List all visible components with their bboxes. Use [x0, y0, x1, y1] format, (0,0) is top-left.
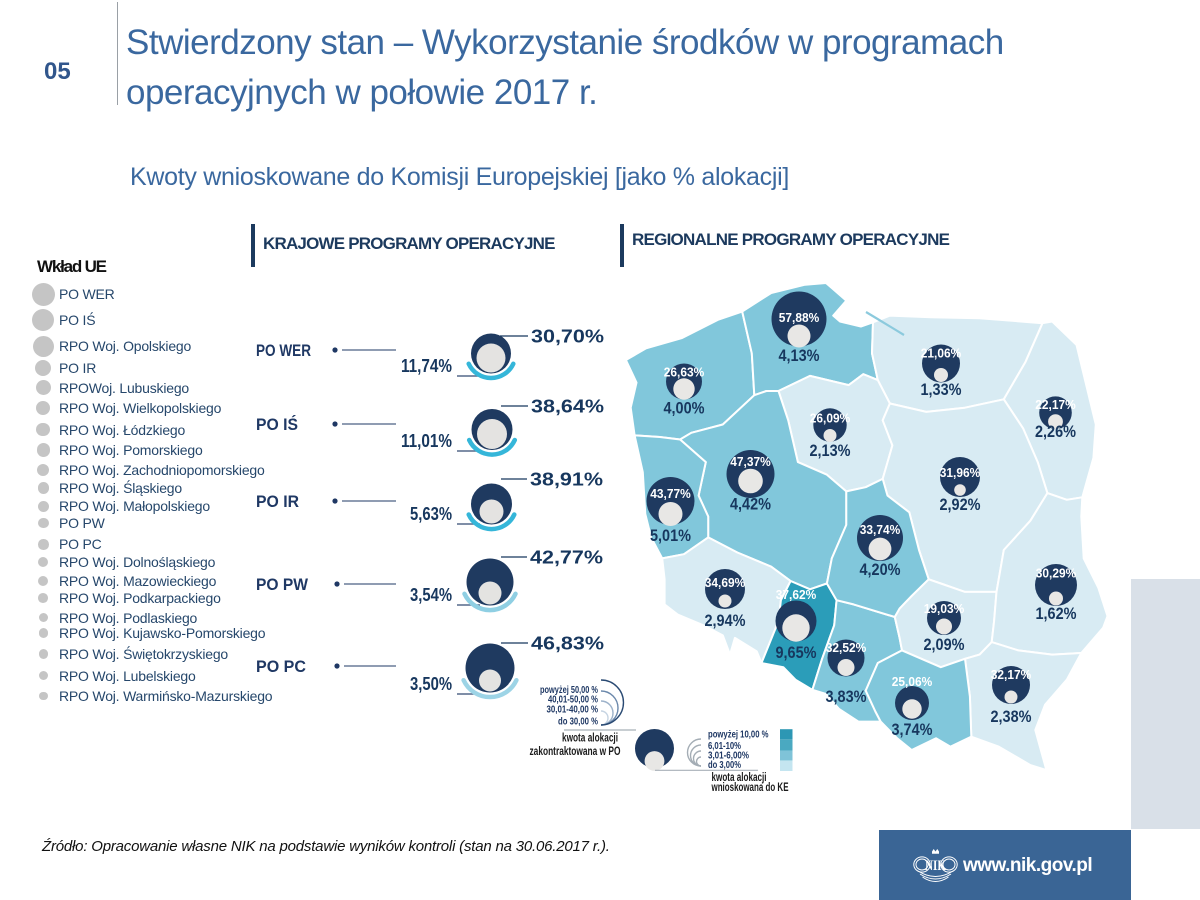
svg-text:2,92%: 2,92%: [940, 496, 981, 514]
svg-text:11,01%: 11,01%: [401, 430, 452, 451]
svg-text:40,01-50,00 %: 40,01-50,00 %: [548, 694, 598, 705]
svg-text:NIK: NIK: [925, 858, 946, 874]
svg-text:2,38%: 2,38%: [991, 708, 1032, 726]
svg-text:4,20%: 4,20%: [860, 561, 901, 579]
svg-text:38,64%: 38,64%: [531, 396, 604, 417]
svg-text:42,77%: 42,77%: [530, 547, 603, 568]
svg-text:2,94%: 2,94%: [705, 612, 746, 630]
svg-text:6,01-10%: 6,01-10%: [708, 741, 741, 752]
svg-text:22,17%: 22,17%: [1035, 397, 1076, 412]
svg-text:19,03%: 19,03%: [924, 601, 965, 616]
svg-text:37,62%: 37,62%: [776, 587, 817, 602]
svg-text:PO IŚ: PO IŚ: [256, 415, 298, 434]
svg-text:3,50%: 3,50%: [410, 673, 452, 694]
svg-text:57,88%: 57,88%: [779, 310, 820, 325]
svg-text:25,06%: 25,06%: [892, 674, 933, 689]
svg-text:1,62%: 1,62%: [1036, 605, 1077, 623]
svg-text:kwota alokacji: kwota alokacji: [712, 770, 767, 784]
svg-text:4,42%: 4,42%: [730, 496, 771, 514]
svg-text:26,63%: 26,63%: [664, 365, 705, 380]
svg-text:wnioskowana do KE: wnioskowana do KE: [711, 780, 789, 794]
svg-text:2,09%: 2,09%: [924, 636, 965, 654]
svg-text:11,74%: 11,74%: [401, 355, 452, 376]
svg-text:5,63%: 5,63%: [410, 503, 452, 524]
svg-text:2,26%: 2,26%: [1035, 423, 1076, 441]
svg-text:do 3,00%: do 3,00%: [708, 760, 741, 771]
svg-text:9,65%: 9,65%: [776, 644, 817, 662]
svg-text:4,13%: 4,13%: [779, 347, 820, 365]
svg-text:5,01%: 5,01%: [650, 527, 691, 545]
svg-text:PO IR: PO IR: [256, 492, 299, 511]
svg-text:21,06%: 21,06%: [921, 346, 962, 361]
svg-text:30,29%: 30,29%: [1036, 566, 1077, 581]
svg-text:31,96%: 31,96%: [940, 465, 981, 480]
svg-text:4,00%: 4,00%: [664, 400, 705, 418]
svg-text:3,54%: 3,54%: [410, 584, 452, 605]
svg-text:PO PW: PO PW: [256, 575, 309, 594]
svg-text:47,37%: 47,37%: [730, 454, 771, 469]
svg-text:34,69%: 34,69%: [705, 575, 746, 590]
svg-text:30,70%: 30,70%: [531, 326, 604, 347]
svg-text:33,74%: 33,74%: [860, 522, 901, 537]
svg-text:2,13%: 2,13%: [810, 442, 851, 460]
svg-text:3,74%: 3,74%: [892, 721, 933, 739]
svg-text:kwota alokacji: kwota alokacji: [562, 731, 618, 745]
svg-text:3,01-6,00%: 3,01-6,00%: [708, 751, 749, 762]
svg-text:30,01-40,00 %: 30,01-40,00 %: [547, 704, 599, 715]
svg-text:3,83%: 3,83%: [826, 688, 867, 706]
svg-text:PO PC: PO PC: [256, 657, 306, 676]
svg-text:43,77%: 43,77%: [650, 486, 691, 501]
svg-text:26,09%: 26,09%: [810, 411, 851, 426]
svg-text:PO WER: PO WER: [256, 341, 311, 360]
svg-text:46,83%: 46,83%: [531, 633, 604, 654]
svg-text:38,91%: 38,91%: [530, 469, 603, 490]
svg-text:powyżej 10,00 %: powyżej 10,00 %: [708, 730, 769, 741]
svg-text:powyżej 50,00 %: powyżej 50,00 %: [540, 685, 598, 696]
svg-text:32,17%: 32,17%: [991, 667, 1032, 682]
svg-text:32,52%: 32,52%: [826, 640, 867, 655]
svg-text:zakontraktowana w PO: zakontraktowana w PO: [530, 744, 621, 758]
svg-text:1,33%: 1,33%: [921, 381, 962, 399]
svg-text:do 30,00 %: do 30,00 %: [558, 717, 598, 728]
